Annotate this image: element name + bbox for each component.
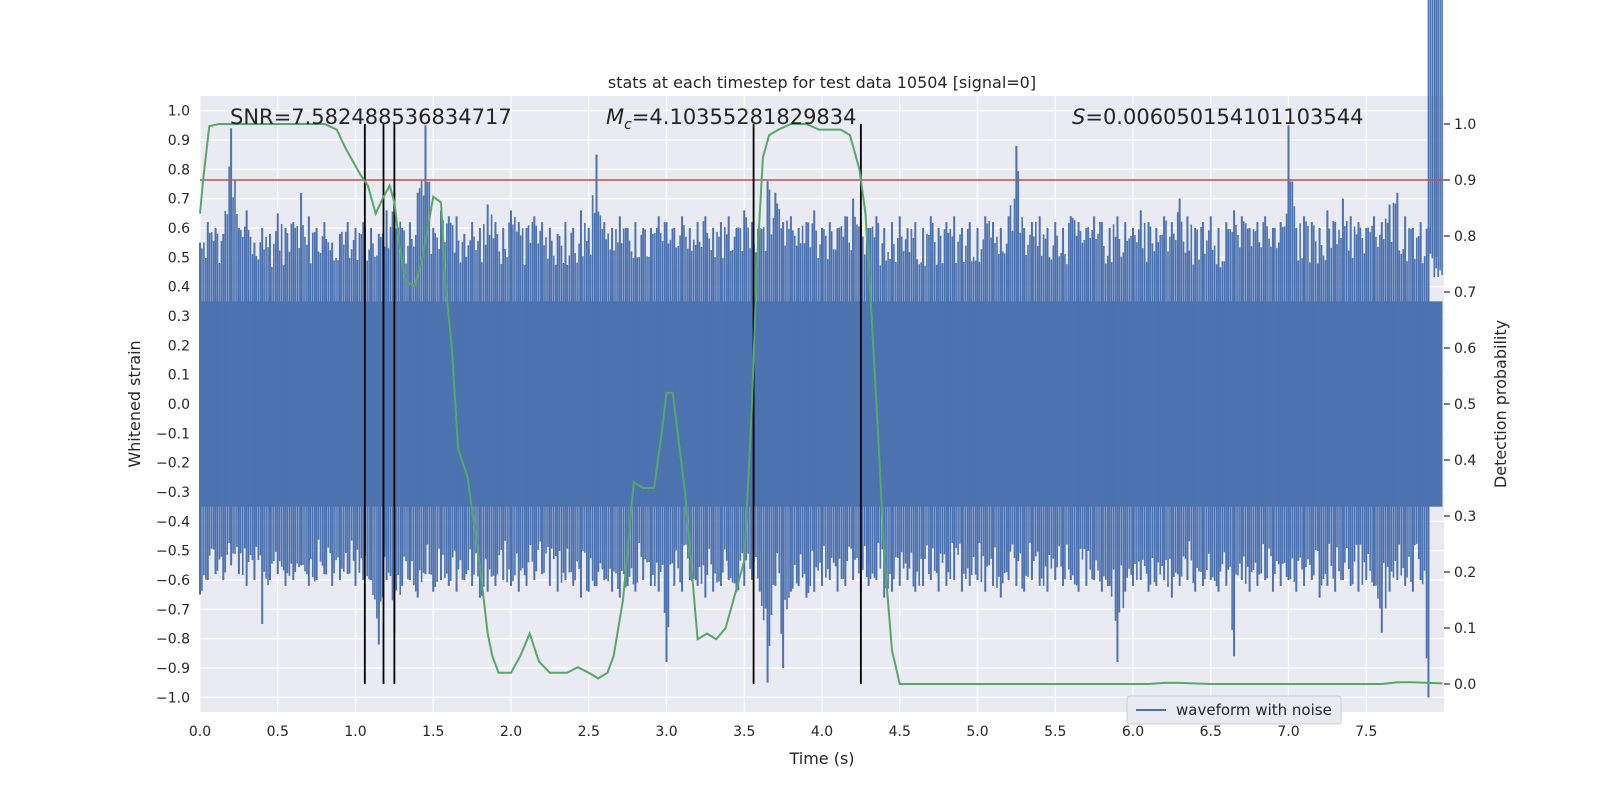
legend: waveform with noise	[1126, 695, 1342, 725]
left-axis-label: Whitened strain	[125, 340, 144, 467]
right-tick-label: 0.2	[1454, 565, 1476, 581]
x-tick-label: 3.5	[733, 724, 755, 740]
snr-annotation: SNR=7.582488536834717	[230, 105, 512, 129]
legend-box	[1126, 695, 1342, 725]
right-tick-label: 0.5	[1454, 397, 1476, 413]
right-tick-label: 0.1	[1454, 621, 1476, 637]
left-tick-label: −1.0	[156, 690, 190, 706]
x-tick-label: 0.5	[267, 724, 289, 740]
left-tick-label: 0.9	[168, 133, 190, 149]
left-tick-label: 0.5	[168, 250, 190, 266]
right-tick-label: 0.0	[1454, 677, 1476, 693]
right-tick-label: 0.6	[1454, 341, 1476, 357]
left-tick-label: 0.8	[168, 162, 190, 178]
left-tick-label: 0.1	[168, 368, 190, 384]
x-tick-label: 1.0	[344, 724, 366, 740]
left-tick-label: 0.7	[168, 192, 190, 208]
x-tick-label: 5.5	[1044, 724, 1066, 740]
left-axis-ticks: 1.0 0.9 0.8 0.7 0.6 0.5 0.4 0.3 0.2 0.1 0.0 −0.1 −0.…	[156, 104, 190, 707]
left-tick-label: 0.4	[168, 280, 190, 296]
x-tick-label: 2.5	[578, 724, 600, 740]
left-tick-label: −0.9	[156, 661, 190, 677]
left-tick-label: 0.0	[168, 397, 190, 413]
right-axis-ticks: 1.0 0.9 0.8 0.7 0.6 0.5 0.4 0.3 0.2 0.1 0.0	[1444, 117, 1476, 693]
probability-line	[199, 123, 1443, 685]
left-tick-label: −0.1	[156, 426, 190, 442]
left-tick-label: 0.6	[168, 221, 190, 237]
x-tick-label: 7.5	[1355, 724, 1377, 740]
trigger-lines	[363, 124, 862, 684]
left-tick-label: −0.4	[156, 514, 190, 530]
chirp-mass-symbol: M	[606, 105, 624, 129]
left-tick-label: 1.0	[168, 104, 190, 120]
left-tick-label: −0.2	[156, 456, 190, 472]
left-tick-label: −0.7	[156, 602, 190, 618]
right-axis-label: Detection probability	[1491, 320, 1510, 488]
right-tick-label: 0.4	[1454, 453, 1476, 469]
x-tick-label: 1.5	[422, 724, 444, 740]
right-tick-label: 0.8	[1454, 229, 1476, 245]
right-tick-label: 0.3	[1454, 509, 1476, 525]
x-axis-label: Time (s)	[788, 749, 854, 768]
right-tick-label: 1.0	[1454, 117, 1476, 133]
chart-title: stats at each timestep for test data 105…	[608, 73, 1036, 92]
x-tick-label: 4.0	[811, 724, 833, 740]
x-tick-label: 6.0	[1122, 724, 1144, 740]
right-tick-label: 0.9	[1454, 173, 1476, 189]
x-tick-label: 5.0	[966, 724, 988, 740]
x-axis-ticks: 0.0 0.5 1.0 1.5 2.0 2.5 3.0 3.5 4.0 4.5 5.0 5.5 6.0 6…	[189, 724, 1378, 740]
s-value: =0.006050154101103544	[1085, 105, 1363, 129]
x-tick-label: 2.0	[500, 724, 522, 740]
probability-series	[199, 123, 1443, 685]
chirp-mass-value: =4.10355281829834	[632, 105, 857, 129]
left-tick-label: −0.3	[156, 485, 190, 501]
s-annotation: S=0.006050154101103544	[1072, 105, 1363, 129]
legend-label-waveform: waveform with noise	[1176, 701, 1332, 719]
left-tick-label: −0.5	[156, 544, 190, 560]
x-tick-label: 6.5	[1200, 724, 1222, 740]
x-tick-label: 4.5	[889, 724, 911, 740]
s-symbol: S	[1072, 105, 1085, 129]
right-tick-label: 0.7	[1454, 285, 1476, 301]
left-tick-label: 0.2	[168, 338, 190, 354]
left-tick-label: 0.3	[168, 309, 190, 325]
waveform-series	[199, 0, 1443, 698]
chirp-mass-annotation: Mc=4.10355281829834	[606, 105, 857, 133]
x-tick-label: 7.0	[1277, 724, 1299, 740]
x-tick-label: 0.0	[189, 724, 211, 740]
chirp-mass-subscript: c	[624, 117, 632, 133]
x-tick-label: 3.0	[655, 724, 677, 740]
left-tick-label: −0.6	[156, 573, 190, 589]
left-tick-label: −0.8	[156, 632, 190, 648]
